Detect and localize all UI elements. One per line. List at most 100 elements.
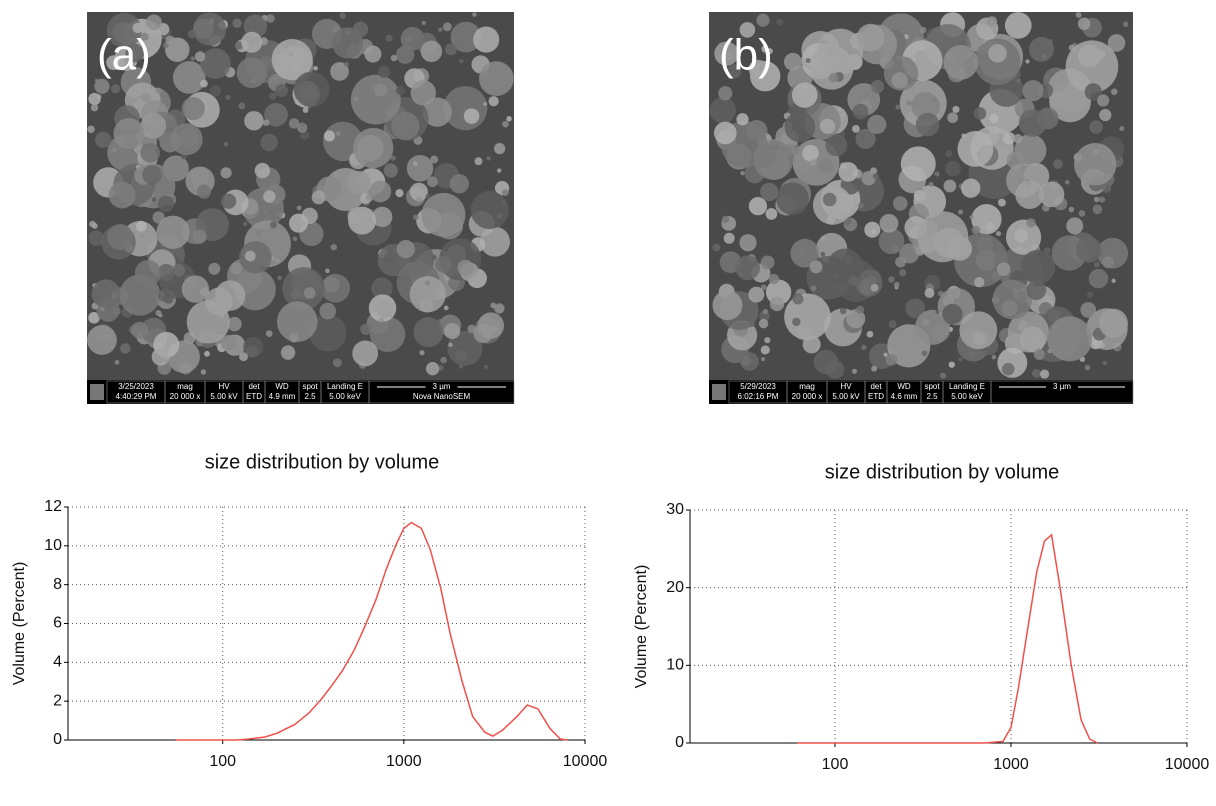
particle: [818, 158, 834, 174]
particle: [239, 352, 249, 362]
particle: [717, 42, 729, 54]
particle: [458, 364, 464, 369]
y-tick-label: 30: [666, 501, 684, 518]
particle: [879, 213, 899, 233]
particle: [369, 316, 406, 353]
data-line: [797, 533, 1098, 744]
particle: [989, 113, 999, 124]
particle: [271, 39, 313, 81]
particle: [986, 16, 998, 27]
particle: [945, 150, 953, 158]
particle: [234, 41, 244, 50]
particle: [94, 78, 110, 94]
particle: [784, 111, 816, 143]
particle: [110, 83, 121, 94]
info-text: ETD: [246, 392, 262, 401]
particle: [961, 178, 981, 198]
y-axis-label: Volume (Percent): [633, 565, 650, 689]
particle: [973, 107, 987, 120]
particle: [709, 97, 736, 124]
y-tick-label: 6: [53, 615, 62, 632]
particle: [723, 232, 735, 244]
info-text: 4:40:29 PM: [116, 392, 157, 401]
particle: [494, 143, 506, 155]
particle: [1107, 34, 1126, 52]
particle: [223, 141, 229, 147]
info-cell: [990, 380, 1134, 404]
particle: [820, 251, 826, 257]
particle: [838, 162, 858, 182]
particle: [1099, 108, 1112, 122]
particle: [339, 12, 346, 19]
particle: [457, 259, 474, 276]
particle: [718, 86, 733, 101]
particle: [416, 196, 423, 203]
particle: [266, 14, 275, 23]
particle: [1101, 183, 1112, 193]
particle: [871, 365, 878, 372]
particle: [1029, 36, 1054, 62]
info-text: HV: [218, 382, 230, 391]
y-tick-label: 4: [53, 654, 62, 671]
info-text: Landing E: [327, 382, 363, 391]
particle: [114, 359, 120, 365]
particle: [419, 350, 425, 356]
info-text: HV: [840, 382, 852, 391]
particle: [113, 117, 145, 150]
particle: [957, 131, 994, 167]
particle: [145, 14, 162, 31]
particle: [186, 300, 230, 344]
particle: [245, 250, 256, 262]
particle: [254, 162, 271, 179]
info-text: 20 000 x: [792, 392, 823, 401]
info-text: 2.5: [304, 392, 316, 401]
particle: [200, 369, 207, 375]
particle: [888, 276, 895, 283]
particle: [360, 323, 372, 336]
particle: [106, 55, 121, 70]
particle: [1088, 268, 1109, 289]
particle: [924, 288, 935, 298]
particle: [413, 317, 444, 348]
particle: [155, 310, 162, 316]
particle: [220, 167, 232, 179]
particle: [483, 364, 489, 370]
particle: [88, 92, 101, 106]
particle: [155, 87, 162, 94]
particle: [1075, 12, 1082, 19]
particle: [748, 321, 755, 328]
particle: [87, 325, 117, 355]
particle: [839, 307, 847, 315]
particle: [131, 321, 149, 339]
particle: [996, 262, 1011, 276]
particle: [861, 171, 876, 186]
particle: [913, 189, 926, 202]
info-text: 3 µm: [1053, 382, 1071, 391]
particle: [940, 372, 947, 379]
particle: [335, 131, 341, 136]
particle: [906, 100, 912, 106]
particle: [1047, 316, 1093, 362]
particle: [443, 305, 449, 311]
particle: [952, 105, 960, 114]
particle: [190, 56, 196, 61]
particle: [234, 268, 276, 311]
particle: [921, 350, 928, 357]
particle: [1033, 348, 1045, 360]
particle: [760, 345, 770, 355]
particle: [391, 111, 420, 140]
particle: [892, 196, 908, 211]
y-tick-label: 0: [53, 731, 62, 748]
particle: [125, 43, 145, 63]
y-tick-label: 10: [666, 657, 684, 674]
info-text: 5.00 keV: [951, 392, 983, 401]
particle: [321, 273, 351, 303]
particle: [352, 340, 379, 367]
y-tick-label: 8: [53, 576, 62, 593]
particle: [88, 311, 100, 324]
particle: [712, 290, 743, 321]
particle: [1032, 368, 1041, 378]
x-tick-label: 1000: [993, 756, 1029, 773]
particle: [263, 190, 276, 203]
